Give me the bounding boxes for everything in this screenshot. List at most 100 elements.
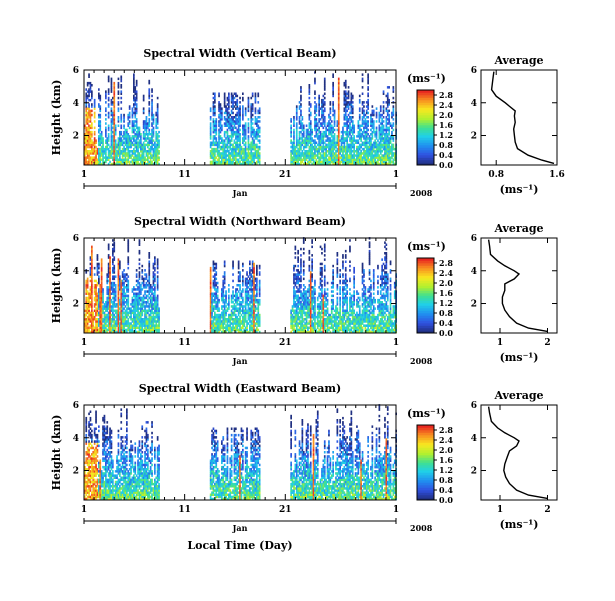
colorbar-frame: [416, 89, 435, 166]
heatmap-title: Spectral Width (Eastward Beam): [139, 382, 341, 395]
colorbar-tick-label: 1.2: [439, 465, 453, 475]
colorbar-label: (ms⁻¹): [407, 407, 446, 420]
x-tick-label: 21: [279, 505, 292, 515]
colorbar-tick-label: 2.4: [439, 268, 453, 278]
x-tick-label: 1: [393, 505, 399, 515]
month-label: Jan: [232, 523, 248, 533]
average-profile-line: [487, 406, 548, 500]
y-axis-label: Height (km): [50, 248, 63, 324]
colorbar-tick-label: 0.0: [439, 328, 453, 338]
heatmap-title: Spectral Width (Vertical Beam): [143, 47, 336, 60]
avg-y-tick-label: 6: [471, 66, 477, 76]
colorbar-tick-label: 2.0: [439, 110, 453, 120]
colorbar-tick-label: 1.6: [439, 455, 453, 465]
colorbar-tick-label: 2.4: [439, 100, 453, 110]
colorbar-label: (ms⁻¹): [407, 72, 446, 85]
colorbar: 0.00.40.81.21.62.02.42.8 (ms⁻¹): [407, 72, 453, 170]
colorbar-tick-label: 2.0: [439, 278, 453, 288]
colorbar: 0.00.40.81.21.62.02.42.8 (ms⁻¹): [407, 407, 453, 505]
colorbar-tick-label: 0.8: [439, 475, 453, 485]
heatmap-cells: [84, 404, 397, 501]
colorbar-tick-label: 2.8: [439, 90, 453, 100]
colorbar-frame: [416, 257, 435, 334]
x-tick-label: 1: [81, 170, 87, 180]
avg-y-tick-label: 4: [471, 434, 477, 444]
average-frame: [480, 404, 558, 501]
avg-y-tick-label: 2: [471, 132, 477, 142]
x-tick-label: 1: [81, 338, 87, 348]
heatmap-frame: [83, 69, 397, 166]
average-panel-2: Average 2 4 6 1 2 (ms⁻¹): [471, 222, 558, 364]
x-tick-label: 11: [178, 170, 191, 180]
avg-x-tick-label: 2: [544, 505, 550, 515]
heatmap-frame: [83, 237, 397, 334]
heatmap-panel-1: Spectral Width (Vertical Beam) 2 4 6 Height …: [50, 47, 453, 198]
colorbar-tick-label: 0.0: [439, 160, 453, 170]
avg-x-tick-label: 1: [497, 505, 503, 515]
colorbar-tick-label: 0.0: [439, 495, 453, 505]
colorbar-tick-label: 2.0: [439, 445, 453, 455]
year-label: 2008: [410, 523, 433, 533]
average-profile-line: [487, 239, 548, 333]
y-tick-label: 6: [73, 66, 79, 76]
colorbar-tick-label: 1.6: [439, 120, 453, 130]
y-tick-label: 2: [73, 132, 79, 142]
avg-x-tick-label: 2: [544, 338, 550, 348]
colorbar-tick-label: 1.2: [439, 298, 453, 308]
x-tick-label: 1: [393, 338, 399, 348]
month-label: Jan: [232, 356, 248, 366]
y-tick-label: 4: [73, 434, 79, 444]
average-xlabel: (ms⁻¹): [500, 183, 539, 196]
avg-x-tick-label: 1.6: [549, 170, 565, 180]
colorbar-tick-label: 0.8: [439, 308, 453, 318]
avg-y-tick-label: 4: [471, 267, 477, 277]
avg-y-tick-label: 6: [471, 401, 477, 411]
avg-y-tick-label: 2: [471, 300, 477, 310]
colorbar-tick-label: 1.2: [439, 130, 453, 140]
x-axis-label: Local Time (Day): [187, 539, 292, 552]
heatmap-frame: [83, 404, 397, 501]
colorbar-tick-label: 0.4: [439, 485, 453, 495]
y-tick-label: 4: [73, 267, 79, 277]
y-tick-label: 6: [73, 234, 79, 244]
colorbar-tick-label: 2.8: [439, 425, 453, 435]
avg-y-tick-label: 4: [471, 99, 477, 109]
average-xlabel: (ms⁻¹): [500, 518, 539, 531]
average-panel-1: Average 2 4 6 0.8 1.6 (ms⁻¹): [471, 54, 565, 196]
year-label: 2008: [410, 356, 433, 366]
colorbar-label: (ms⁻¹): [407, 240, 446, 253]
heatmap-title: Spectral Width (Northward Beam): [134, 215, 346, 228]
x-tick-label: 11: [178, 338, 191, 348]
colorbar-tick-label: 2.4: [439, 435, 453, 445]
month-label: Jan: [232, 188, 248, 198]
colorbar-tick-label: 0.4: [439, 318, 453, 328]
average-frame: [480, 237, 558, 334]
avg-y-tick-label: 6: [471, 234, 477, 244]
x-tick-label: 1: [393, 170, 399, 180]
colorbar-tick-label: 0.4: [439, 150, 453, 160]
heatmap-panel-3: Spectral Width (Eastward Beam) 2 4 6 Height …: [50, 382, 453, 533]
colorbar-tick-label: 0.8: [439, 140, 453, 150]
heatmap-cells: [84, 71, 397, 166]
average-frame: [480, 69, 558, 166]
average-title: Average: [493, 54, 543, 67]
average-profile-line: [490, 71, 555, 165]
year-label: 2008: [410, 188, 433, 198]
y-axis-label: Height (km): [50, 80, 63, 156]
colorbar-frame: [416, 424, 435, 501]
y-tick-label: 4: [73, 99, 79, 109]
average-title: Average: [493, 389, 543, 402]
avg-x-tick-label: 1: [497, 338, 503, 348]
y-tick-label: 2: [73, 300, 79, 310]
x-tick-label: 21: [279, 338, 292, 348]
x-tick-label: 11: [178, 505, 191, 515]
heatmap-cells: [84, 237, 397, 334]
colorbar-tick-label: 2.8: [439, 258, 453, 268]
y-axis-label: Height (km): [50, 415, 63, 491]
average-panel-3: Average 2 4 6 1 2 (ms⁻¹): [471, 389, 558, 531]
x-tick-label: 1: [81, 505, 87, 515]
colorbar-tick-label: 1.6: [439, 288, 453, 298]
colorbar: 0.00.40.81.21.62.02.42.8 (ms⁻¹): [407, 240, 453, 338]
avg-y-tick-label: 2: [471, 467, 477, 477]
